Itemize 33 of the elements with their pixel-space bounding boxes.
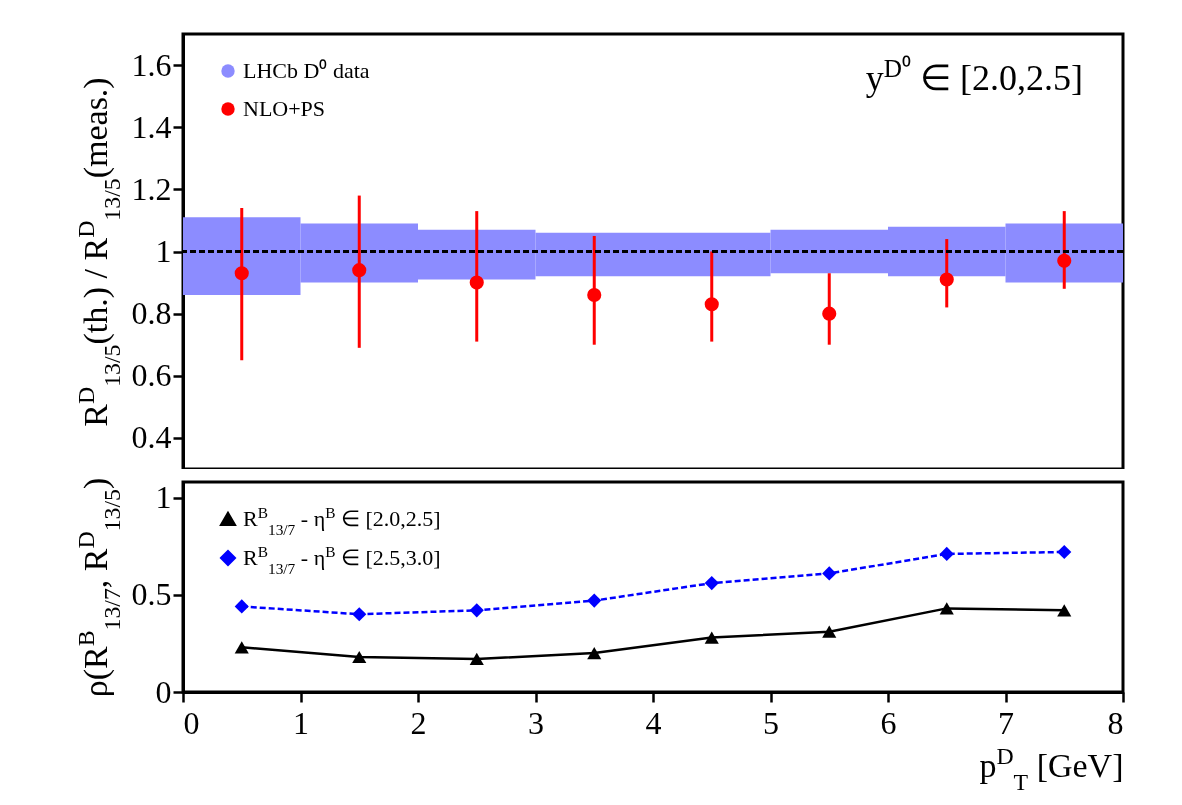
legend-label: R$^{B}$$_{13/7}$ - η$^{B}$ ∈ [2.5,3.0] [243,542,441,577]
point [822,306,837,321]
y-tick-label: 0.8 [131,295,172,332]
y-tick-label: 1 [155,233,172,269]
y-tick-label: 1.6 [131,46,172,83]
y-tick-label: 1 [155,479,172,516]
legend-label: NLO+PS [243,96,326,121]
point [469,275,484,290]
x-axis-title: p$^{D}$$_{T}$ [GeV] [979,742,1124,795]
x-tick-label: 4 [645,704,662,741]
annotation: y$^{D⁰}$ ∈ [2.0,2.5] [865,54,1083,98]
x-tick-label: 7 [998,704,1014,741]
point [704,297,719,312]
x-tick-label: 1 [293,704,309,741]
y-tick-label: 0.6 [131,357,172,394]
point [939,272,954,287]
y-tick-label: 0.5 [131,576,172,613]
x-tick-label: 0 [183,704,200,741]
x-tick-label: 6 [880,704,897,741]
y-tick-label: 0 [155,673,172,710]
x-tick-label: 3 [528,704,544,741]
point [352,263,367,278]
point [587,287,602,303]
y-tick-label: 1.4 [131,108,172,145]
point [1057,253,1072,268]
x-tick-label: 5 [763,704,779,741]
y-tick-label: 1.2 [131,170,172,207]
x-tick-label: 2 [410,704,427,741]
legend-label: R$^{B}$$_{13/7}$ - η$^{B}$ ∈ [2.0,2.5] [243,503,441,538]
point [234,266,249,281]
legend-label: LHCb D⁰ data [243,58,370,83]
x-tick-label: 8 [1107,704,1124,741]
y-tick-label: 0.4 [131,419,172,456]
